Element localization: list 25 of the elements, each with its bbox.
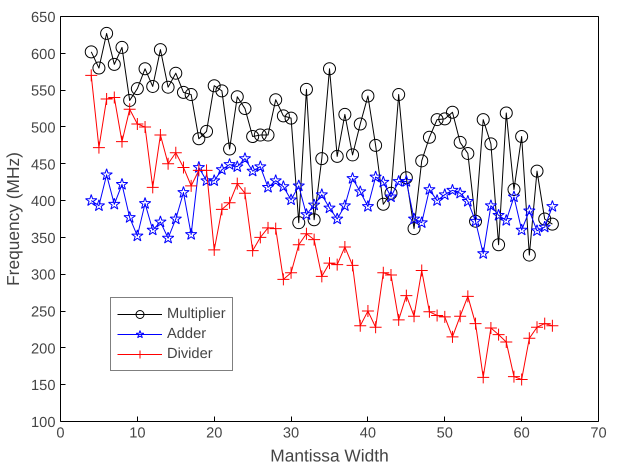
x-tick-label: 0 <box>56 426 65 442</box>
x-axis-title: Mantissa Width <box>270 446 389 466</box>
y-tick-label: 550 <box>31 84 56 100</box>
x-tick-label: 70 <box>590 426 607 442</box>
x-tick-label: 30 <box>282 426 300 442</box>
y-axis-title: Frequency (MHz) <box>3 152 24 286</box>
y-tick-label: 650 <box>31 10 56 26</box>
y-tick-label: 200 <box>31 341 56 358</box>
x-tick-label: 60 <box>513 426 530 442</box>
legend-label: Divider <box>167 346 213 362</box>
x-tick-label: 10 <box>129 426 146 442</box>
y-tick-label: 500 <box>31 120 56 136</box>
y-tick-label: 150 <box>31 378 56 394</box>
y-tick-label: 350 <box>31 230 56 247</box>
x-tick-label: 50 <box>436 426 453 442</box>
x-tick-label: 20 <box>206 426 222 442</box>
y-tick-label: 100 <box>31 415 56 431</box>
legend-label: Adder <box>167 326 206 342</box>
y-tick-label: 450 <box>31 157 56 174</box>
y-tick-label: 600 <box>31 46 56 63</box>
y-tick-label: 400 <box>31 194 56 210</box>
x-tick-label: 40 <box>360 426 376 442</box>
legend-label: Multiplier <box>167 306 226 322</box>
y-tick-label: 300 <box>31 268 56 284</box>
y-tick-label: 250 <box>31 304 56 321</box>
